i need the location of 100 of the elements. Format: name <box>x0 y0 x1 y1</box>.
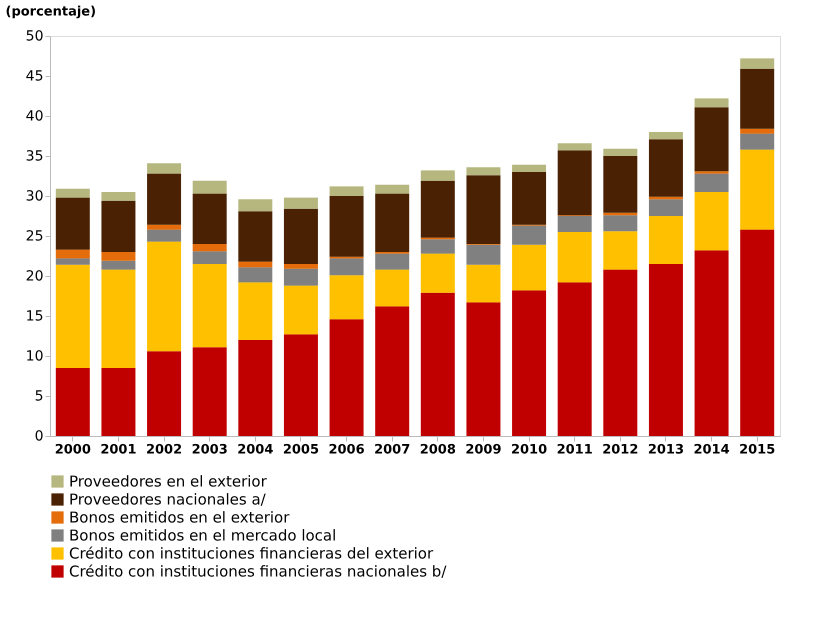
y-tick-label: 45 <box>26 68 44 84</box>
bar <box>375 184 410 194</box>
bar <box>238 199 272 212</box>
bar <box>192 194 227 244</box>
bar <box>56 250 90 258</box>
bar <box>238 340 272 436</box>
bar <box>420 239 455 254</box>
bar <box>603 231 638 270</box>
bar <box>147 230 182 242</box>
bar <box>284 268 318 286</box>
bar <box>512 290 546 436</box>
y-tick-label: 50 <box>26 28 44 44</box>
bar <box>512 244 546 290</box>
bar <box>375 254 410 270</box>
bar <box>420 170 455 181</box>
bar <box>56 188 90 198</box>
bar <box>147 224 182 230</box>
bar <box>648 264 683 436</box>
bar <box>558 143 592 150</box>
bar <box>558 150 592 216</box>
x-tick-label: 2011 <box>556 442 593 458</box>
bar <box>192 244 227 252</box>
bar <box>603 156 638 213</box>
y-axis-title: (porcentaje) <box>6 4 96 20</box>
bar <box>101 200 136 252</box>
legend-label: Proveedores nacionales a/ <box>69 490 267 508</box>
bar <box>147 163 182 174</box>
y-tick-label: 30 <box>26 188 44 204</box>
x-tick-label: 2006 <box>328 442 365 458</box>
bar <box>694 174 729 192</box>
y-tick-label: 35 <box>26 148 44 164</box>
x-tick-label: 2004 <box>237 442 274 458</box>
x-tick-label: 2010 <box>510 442 548 458</box>
bar <box>466 302 500 436</box>
bar <box>56 368 90 436</box>
bar <box>740 230 774 436</box>
bar <box>284 198 318 209</box>
bar <box>330 186 364 196</box>
bar <box>284 334 318 436</box>
bar <box>512 164 546 172</box>
bar <box>56 264 90 368</box>
y-tick-label: 0 <box>34 428 44 444</box>
x-tick-label: 2015 <box>739 442 776 458</box>
bar <box>466 167 500 176</box>
bar <box>648 132 683 140</box>
bar <box>147 351 182 436</box>
bar <box>740 134 774 150</box>
bar <box>648 139 683 197</box>
bar <box>192 264 227 348</box>
legend-label: Bonos emitidos en el mercado local <box>69 526 336 544</box>
bar <box>466 264 500 302</box>
x-tick-label: 2007 <box>374 442 410 458</box>
bar <box>694 98 729 108</box>
legend-label: Proveedores en el exterior <box>69 472 268 490</box>
y-tick-label: 5 <box>34 388 44 404</box>
bar <box>603 215 638 232</box>
x-tick-label: 2014 <box>693 442 730 458</box>
y-tick-label: 40 <box>26 108 44 124</box>
legend-label: Crédito con instituciones financieras nacionales b/ <box>69 562 448 580</box>
bar <box>740 58 774 69</box>
bar <box>512 172 546 225</box>
bar <box>101 270 136 368</box>
bar <box>694 250 729 436</box>
bar <box>512 226 546 245</box>
bar <box>420 254 455 293</box>
x-tick-label: 2005 <box>282 442 320 458</box>
bar <box>466 244 500 265</box>
bar <box>740 128 774 134</box>
x-tick-label: 2013 <box>648 442 684 458</box>
bar <box>740 150 774 230</box>
x-tick-label: 2008 <box>420 442 456 458</box>
bar <box>284 208 318 264</box>
bar <box>740 68 774 129</box>
x-tick-label: 2001 <box>100 442 137 458</box>
bar <box>238 262 272 268</box>
legend-label: Crédito con instituciones financieras del exterior <box>69 544 434 562</box>
bar <box>56 258 90 265</box>
bar <box>147 174 182 225</box>
x-tick-label: 2003 <box>192 442 228 458</box>
y-tick-label: 10 <box>26 348 44 364</box>
legend-label: Bonos emitidos en el exterior <box>69 508 290 526</box>
x-tick-label: 2012 <box>602 442 638 458</box>
bar <box>558 232 592 282</box>
bar <box>101 252 136 261</box>
bar <box>330 258 364 276</box>
bar <box>192 347 227 436</box>
bar <box>238 211 272 262</box>
bar <box>238 282 272 340</box>
x-tick-label: 2000 <box>54 442 91 458</box>
x-tick-label: 2002 <box>146 442 182 458</box>
bar <box>238 267 272 282</box>
bar <box>330 319 364 436</box>
bar <box>375 270 410 306</box>
y-tick-label: 25 <box>26 228 44 244</box>
bar <box>101 368 136 436</box>
bar <box>558 282 592 436</box>
bar <box>603 148 638 156</box>
x-tick-label: 2009 <box>465 442 502 458</box>
bar <box>284 286 318 334</box>
bar <box>420 180 455 238</box>
